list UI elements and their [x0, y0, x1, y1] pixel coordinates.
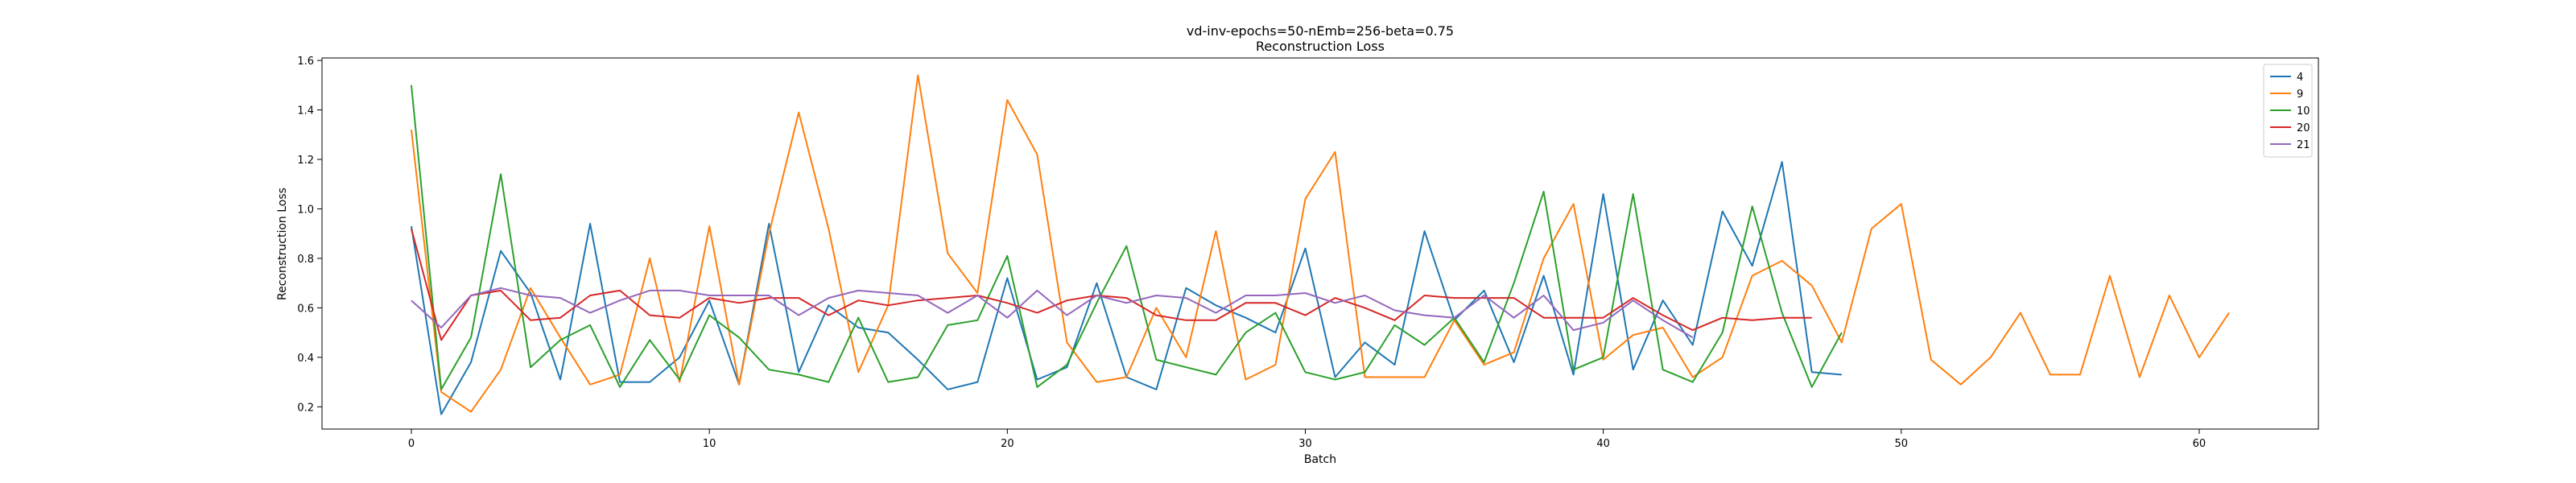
- x-tick-label: 60: [2193, 438, 2207, 450]
- y-tick-label: 1.6: [297, 56, 314, 68]
- x-tick-label: 50: [1895, 438, 1909, 450]
- chart-title: vd-inv-epochs=50-nEmb=256-beta=0.75: [1187, 23, 1454, 39]
- y-tick-label: 1.4: [297, 105, 314, 118]
- y-axis-ticks: 0.2 0.4 0.6 0.8 1.0 1.2 1.4 1.6: [297, 56, 322, 414]
- legend-label-21: 21: [2297, 139, 2310, 151]
- series-line-21: [411, 287, 1694, 339]
- y-tick-label: 1.0: [297, 204, 314, 216]
- y-axis-label: Reconstruction Loss: [276, 188, 289, 300]
- series-line-20: [411, 228, 1812, 341]
- series-lines: [411, 74, 2230, 415]
- series-line-10: [411, 85, 1843, 390]
- y-tick-label: 0.4: [297, 353, 314, 365]
- y-tick-label: 0.8: [297, 254, 314, 266]
- x-axis-ticks: 0 10 20 30 40 50 60: [408, 429, 2206, 450]
- legend-label-10: 10: [2297, 105, 2310, 118]
- x-tick-label: 0: [408, 438, 415, 450]
- x-axis-label: Batch: [1304, 453, 1336, 466]
- plot-area-frame: [321, 57, 2319, 430]
- legend-label-9: 9: [2297, 89, 2303, 101]
- legend: 4 9 10 20 21: [2263, 64, 2313, 158]
- series-line-9: [411, 74, 2230, 413]
- x-tick-label: 40: [1596, 438, 1610, 450]
- y-tick-label: 1.2: [297, 155, 314, 167]
- x-tick-label: 30: [1298, 438, 1312, 450]
- y-tick-label: 0.2: [297, 402, 314, 414]
- chart-subtitle: Reconstruction Loss: [1256, 39, 1385, 54]
- legend-label-20: 20: [2297, 122, 2310, 134]
- x-tick-label: 10: [703, 438, 716, 450]
- x-tick-label: 20: [1001, 438, 1014, 450]
- y-tick-label: 0.6: [297, 303, 314, 315]
- legend-label-4: 4: [2297, 72, 2303, 84]
